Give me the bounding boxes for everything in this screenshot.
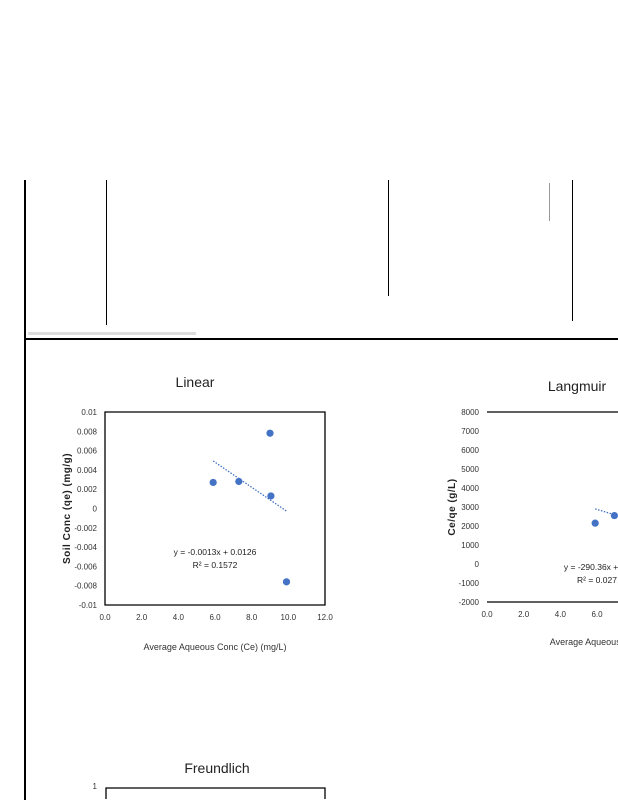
chart-title: Langmuir [548, 378, 607, 394]
y-axis-label: Ce/qe (g/L) [447, 478, 458, 535]
data-point [282, 578, 291, 586]
y-tick-label: 0.01 [81, 408, 97, 417]
x-tick-label: 8.0 [246, 613, 258, 622]
y-tick-label: -0.008 [74, 582, 97, 591]
table-divider [572, 180, 573, 321]
x-axis-label: Average Aqueous Conc (Ce) (mg/L) [144, 642, 287, 652]
y-tick-label: 0.004 [77, 466, 98, 475]
x-tick-label: 2.0 [518, 610, 530, 619]
table-divider [549, 183, 550, 221]
plot-area [105, 787, 326, 799]
y-tick-label: 1 [93, 782, 98, 791]
y-tick-label: 4000 [461, 484, 479, 493]
x-tick-label: 4.0 [173, 613, 185, 622]
y-tick-label: 8000 [461, 408, 479, 417]
x-tick-label: 2.0 [136, 613, 148, 622]
y-tick-label: -0.004 [74, 543, 97, 552]
y-tick-label: 3000 [461, 503, 479, 512]
trendline-equation: y = -0.0013x + 0.0126 [174, 547, 257, 557]
x-tick-label: 0.0 [481, 610, 493, 619]
x-tick-label: 6.0 [591, 610, 603, 619]
freundlich-chart: Freundlich 1 [93, 760, 326, 799]
linear-chart: Linear 0.01 0.008 0.006 0.004 0.002 0 -0.002 -0.… [62, 374, 333, 652]
y-tick-label: 1000 [461, 541, 479, 550]
y-tick-label: 0.008 [77, 427, 98, 436]
data-point [267, 492, 275, 500]
y-tick-label: -0.006 [74, 562, 97, 571]
section-divider [24, 338, 618, 340]
trendline [212, 460, 287, 512]
data-point [209, 478, 217, 487]
x-tick-label: 4.0 [555, 610, 567, 619]
data-point [235, 477, 243, 486]
faint-caption-line [28, 332, 196, 335]
y-tick-label: -0.002 [74, 524, 97, 533]
langmuir-chart: Langmuir 8000 7000 6000 5000 4000 3000 2000 1000… [447, 378, 618, 647]
chart-title: Freundlich [184, 760, 249, 776]
x-tick-label: 12.0 [317, 613, 333, 622]
trendline-equation: y = -290.36x + 46 [564, 562, 618, 572]
data-point [266, 429, 274, 437]
data-point [591, 519, 599, 527]
y-tick-label: 6000 [461, 446, 479, 455]
y-axis-label: Soil Conc (qe) (mg/g) [62, 453, 73, 564]
x-tick-label: 10.0 [281, 613, 297, 622]
y-tick-label: -1000 [459, 579, 480, 588]
table-divider [388, 180, 389, 296]
data-point [610, 511, 618, 520]
chart-title: Linear [176, 374, 215, 390]
x-axis-label: Average Aqueous Conc [550, 637, 618, 647]
y-tick-label: 0.006 [77, 447, 98, 456]
y-tick-label: 0 [93, 505, 98, 514]
trendline [594, 508, 618, 517]
y-tick-label: -2000 [459, 598, 480, 607]
plot-area [487, 411, 618, 603]
y-tick-label: 2000 [461, 522, 479, 531]
y-tick-label: 0 [475, 560, 480, 569]
y-tick-label: 5000 [461, 465, 479, 474]
x-tick-label: 0.0 [99, 613, 111, 622]
y-tick-label: 0.002 [77, 485, 98, 494]
y-tick-label: -0.01 [79, 601, 98, 610]
y-tick-label: 7000 [461, 427, 479, 436]
r-squared-label: R² = 0.1572 [193, 560, 238, 570]
x-tick-label: 6.0 [209, 613, 221, 622]
page-border-left [24, 180, 26, 800]
table-divider [106, 180, 107, 325]
r-squared-label: R² = 0.027 [577, 575, 617, 585]
plot-area [104, 411, 326, 606]
